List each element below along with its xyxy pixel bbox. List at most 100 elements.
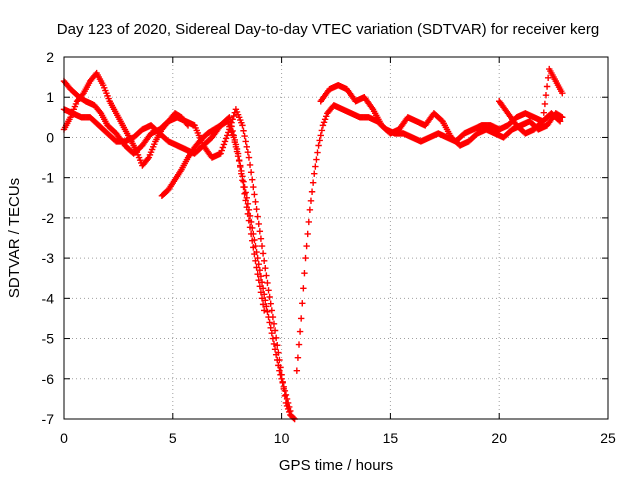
data-point (320, 119, 328, 126)
data-point (221, 138, 229, 145)
data-point (243, 143, 250, 151)
data-point (311, 170, 318, 177)
data-point (247, 230, 255, 238)
x-tick-label: 10 (274, 430, 290, 446)
data-point (313, 156, 320, 163)
data-point (300, 285, 307, 292)
data-point (253, 205, 260, 213)
data-point (271, 346, 279, 353)
chart-title: Day 123 of 2020, Sidereal Day-to-day VTE… (57, 21, 599, 38)
data-point (255, 277, 262, 284)
data-point (225, 115, 232, 122)
data-point (277, 371, 284, 378)
data-point (144, 155, 151, 163)
data-point (241, 132, 248, 140)
data-point (540, 109, 548, 116)
data-point (244, 210, 252, 218)
y-tick-label: -2 (42, 210, 55, 226)
data-point (218, 147, 225, 154)
data-point (559, 90, 566, 97)
data-point (541, 100, 549, 108)
y-tick-label: -1 (42, 170, 55, 186)
plot-frame (63, 56, 609, 420)
data-point (323, 113, 330, 120)
data-point (263, 272, 270, 279)
data-point (239, 177, 246, 184)
data-point (244, 200, 252, 208)
data-point (556, 118, 564, 125)
x-tick-label: 20 (491, 430, 507, 446)
data-point (267, 300, 274, 307)
marks (60, 65, 566, 423)
data-point (270, 320, 278, 328)
data-point (281, 387, 289, 395)
data-point (293, 367, 301, 374)
y-tick-label: -7 (42, 411, 55, 427)
data-point (249, 237, 256, 244)
data-point (275, 362, 282, 369)
data-point (255, 260, 262, 268)
data-point (321, 116, 329, 123)
data-point (254, 213, 261, 220)
data-point (544, 74, 552, 81)
data-point (224, 132, 231, 139)
x-tick-label: 0 (60, 430, 68, 446)
data-point (230, 132, 237, 139)
y-tick-label: 2 (46, 49, 54, 65)
data-point (243, 203, 250, 211)
data-point (251, 191, 258, 198)
data-point (307, 197, 315, 204)
data-point (542, 92, 550, 99)
data-point (312, 163, 319, 170)
tick-labels: 0 5 10 15 20 25 -7 -6 -5 -4 -3 -2 -1 0 1 2 (42, 49, 616, 446)
data-point (258, 295, 266, 302)
data-point (280, 383, 287, 391)
data-point (290, 414, 297, 422)
data-point (265, 313, 272, 321)
data-point (284, 399, 292, 407)
data-point (265, 287, 272, 294)
x-tick-label: 25 (600, 430, 616, 446)
data-point (250, 183, 257, 191)
data-point (242, 189, 249, 196)
data-point (231, 136, 239, 144)
data-point (274, 356, 281, 364)
data-point (260, 257, 268, 264)
data-point (226, 114, 233, 121)
data-point (258, 242, 266, 250)
data-point (258, 279, 266, 286)
data-point (232, 141, 240, 148)
data-point (319, 122, 327, 129)
data-point (240, 127, 247, 134)
data-point (79, 91, 86, 98)
data-point (262, 297, 269, 304)
data-point (228, 123, 235, 130)
ticks (63, 56, 609, 420)
data-point (246, 161, 254, 169)
series-track-c (158, 118, 294, 415)
data-point (245, 154, 253, 161)
data-point (304, 230, 311, 238)
data-point (230, 112, 237, 120)
series-track-e (293, 102, 564, 374)
data-point (272, 351, 280, 358)
data-point (266, 319, 273, 326)
data-point (184, 122, 192, 129)
data-point (270, 340, 278, 348)
data-point (240, 183, 247, 191)
data-point (268, 307, 276, 314)
data-point (245, 217, 253, 224)
series-track-b (60, 69, 192, 169)
data-point (252, 198, 259, 205)
data-point (318, 127, 326, 134)
data-point (259, 301, 267, 308)
data-point (251, 250, 258, 258)
data-point (242, 138, 249, 145)
data-point (297, 315, 305, 322)
data-point (233, 145, 241, 153)
data-point (252, 257, 259, 264)
data-point (266, 293, 273, 301)
data-point (256, 283, 264, 290)
y-tick-label: 1 (46, 89, 54, 105)
